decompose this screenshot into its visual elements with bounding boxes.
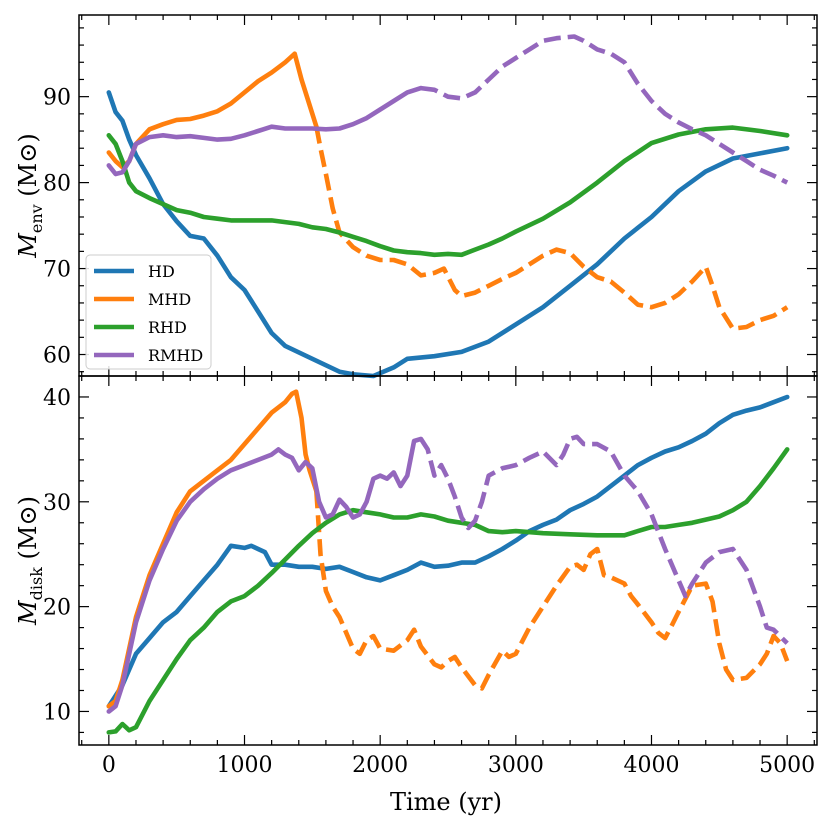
series-rhd — [106, 125, 790, 258]
series-line-hd-solid — [106, 394, 790, 709]
y-axis-title: Mdisk (M⊙) — [14, 496, 46, 626]
x-tick-label: 1000 — [217, 753, 273, 778]
x-tick-label: 4000 — [623, 753, 679, 778]
panel-bottom-disk-mass: 10 20 30 40 0 1000 2000 3000 4000 5000 Mdisk (M⊙) — [14, 375, 818, 778]
panel-top-envelope-mass: 60 70 80 90 Menv (M⊙) HD MHD RHD RMHD — [14, 14, 818, 379]
series-line-rmhd-dashed — [420, 34, 789, 185]
y-tick-label: 90 — [43, 86, 71, 111]
x-tick-label: 0 — [102, 753, 116, 778]
legend-label-mhd: MHD — [148, 290, 191, 309]
series-rmhd — [106, 34, 789, 185]
legend-box — [85, 254, 212, 370]
series-line-mhd-solid — [106, 51, 319, 170]
legend-label-rhd: RHD — [148, 318, 187, 337]
series-line-rmhd-dashed — [418, 434, 789, 645]
series-line-rhd-solid — [106, 447, 790, 735]
series-line-rmhd-solid — [106, 436, 424, 714]
x-tick-label: 2000 — [352, 753, 408, 778]
y-tick-label: 40 — [43, 386, 71, 411]
series-line-rhd-solid — [106, 125, 790, 258]
series-line-mhd-dashed — [314, 491, 790, 691]
series-mhd — [106, 389, 790, 709]
y-tick-label: 10 — [43, 700, 71, 725]
legend-label-rmhd: RMHD — [148, 346, 203, 365]
y-tick-label: 20 — [43, 596, 71, 621]
y-axis-title: Menv (M⊙) — [14, 133, 46, 258]
series-line-hd-solid — [106, 90, 790, 379]
x-tick-label: 5000 — [759, 753, 815, 778]
legend: HD MHD RHD RMHD — [85, 254, 212, 370]
series-line-mhd-dashed — [314, 126, 789, 331]
series-line-rmhd-solid — [106, 85, 424, 177]
series-hd — [106, 90, 790, 379]
legend-label-hd: HD — [148, 262, 175, 281]
x-axis-title: Time (yr) — [390, 788, 502, 816]
axes-frame — [78, 375, 818, 746]
y-tick-label: 70 — [43, 258, 71, 283]
series-rhd — [106, 447, 790, 735]
y-tick-label: 30 — [43, 491, 71, 516]
y-tick-label: 60 — [43, 344, 71, 369]
series-rmhd — [106, 434, 789, 714]
series-line-mhd-solid — [106, 389, 319, 709]
series-hd — [106, 394, 790, 709]
y-tick-label: 80 — [43, 172, 71, 197]
x-tick-label: 3000 — [488, 753, 544, 778]
